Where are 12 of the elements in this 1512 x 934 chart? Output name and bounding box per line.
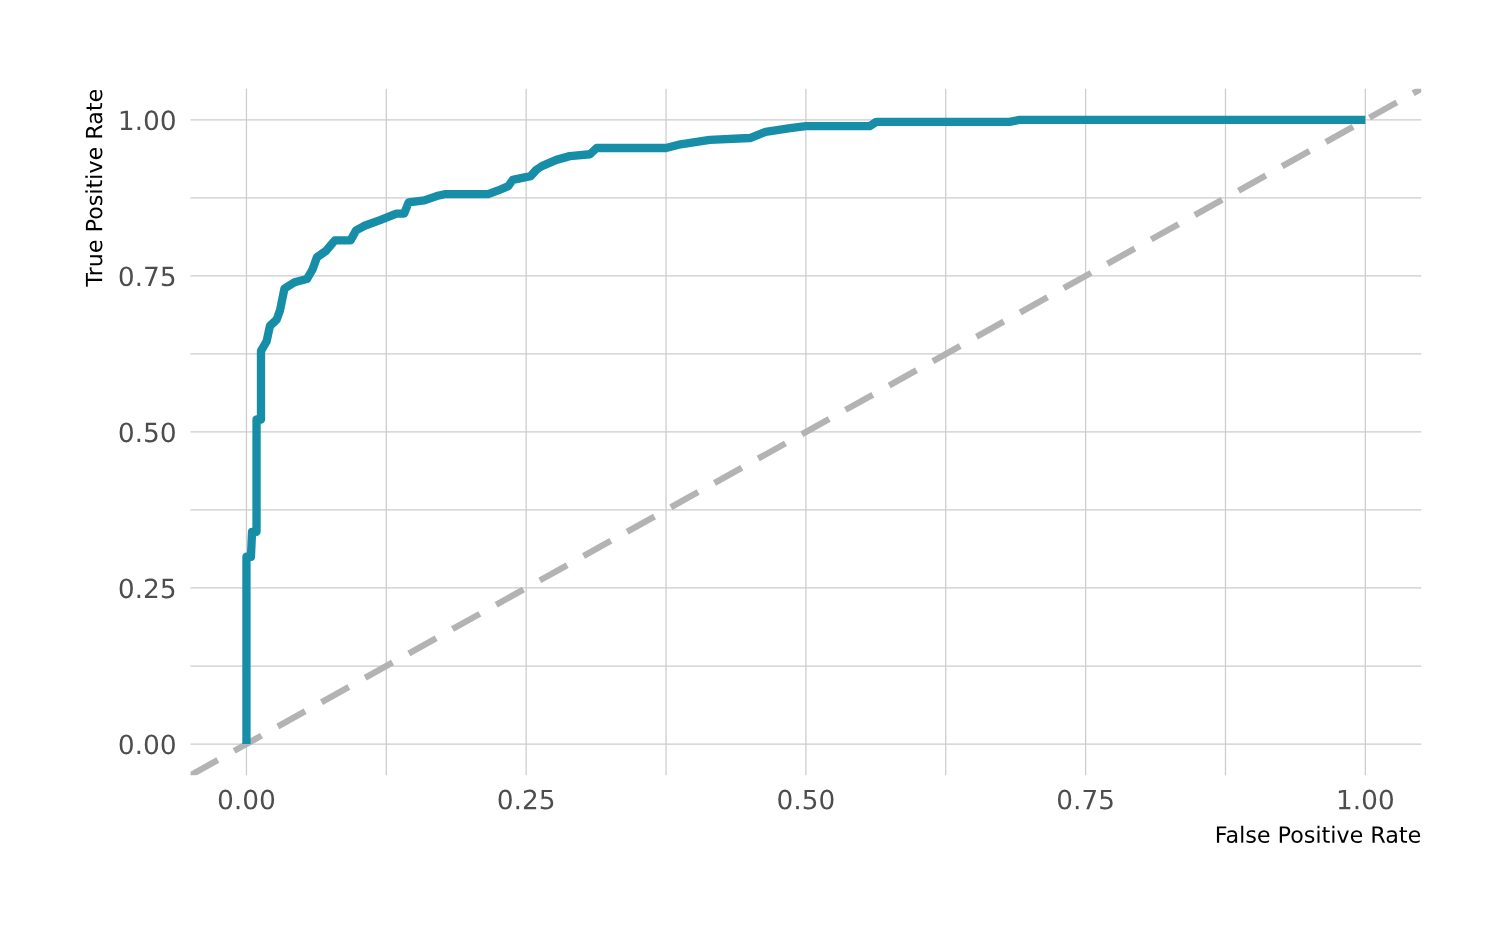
x-tick-label: 0.00 — [218, 789, 275, 810]
y-tick-label: 1.00 — [120, 110, 175, 131]
x-axis-title: False Positive Rate — [1216, 825, 1421, 843]
y-tick-label: 0.50 — [119, 422, 175, 443]
x-tick-label: 1.00 — [1338, 789, 1393, 810]
y-tick-label: 0.75 — [119, 266, 175, 287]
x-tick-label: 0.50 — [778, 789, 834, 810]
y-tick-label: 0.00 — [119, 734, 175, 755]
y-axis-title: True Positive Rate — [85, 89, 103, 287]
x-tick-label: 0.75 — [1057, 789, 1113, 810]
x-tick-label: 0.25 — [498, 789, 554, 810]
y-tick-label: 0.25 — [119, 578, 175, 599]
